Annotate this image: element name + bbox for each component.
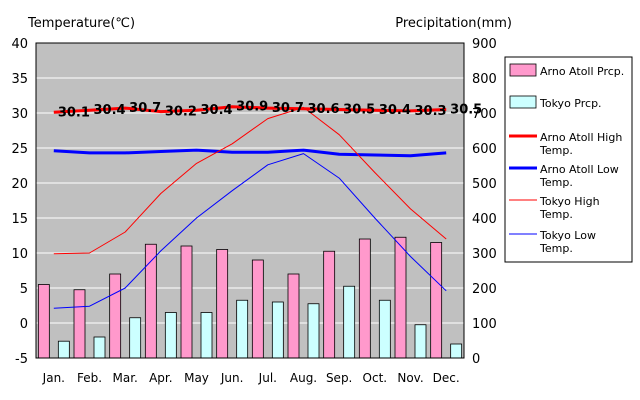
data-label: 30.5 — [450, 103, 482, 118]
data-label: 30.4 — [379, 103, 411, 118]
right-axis-title: Precipitation(mm) — [395, 16, 512, 31]
right-tick-label: 600 — [472, 142, 497, 157]
line-series — [53, 105, 447, 309]
data-label: 30.4 — [94, 103, 126, 118]
bar — [287, 273, 300, 359]
left-tick-label: 20 — [11, 177, 28, 192]
series-line — [53, 106, 447, 255]
legend-label: Temp. — [539, 208, 573, 221]
bar — [343, 285, 356, 359]
data-label: 30.4 — [201, 103, 233, 118]
bar — [358, 238, 371, 359]
right-tick-label: 200 — [472, 282, 497, 297]
right-tick-label: 700 — [472, 107, 497, 122]
data-label: 30.3 — [415, 104, 447, 119]
bar — [200, 312, 213, 359]
legend-label: Tokyo High — [539, 195, 600, 208]
bar — [414, 324, 427, 359]
data-label: 30.6 — [308, 102, 340, 117]
data-label: 30.9 — [236, 100, 268, 115]
x-tick-label: Jun. — [220, 371, 244, 385]
bar — [236, 299, 249, 359]
right-tick-label: 500 — [472, 177, 497, 192]
left-tick-label: 40 — [11, 37, 28, 52]
data-label: 30.5 — [343, 103, 375, 118]
bar — [378, 299, 391, 359]
left-tick-label: 35 — [11, 72, 28, 87]
series-line — [53, 105, 447, 114]
x-tick-label: Jan. — [42, 371, 65, 385]
bar — [450, 343, 463, 359]
bar — [307, 303, 320, 359]
bar — [180, 245, 193, 359]
bar — [430, 242, 443, 359]
right-tick-label: 800 — [472, 72, 497, 87]
bar — [323, 250, 336, 359]
x-tick-label: May — [184, 371, 209, 385]
left-tick-label: 10 — [11, 247, 28, 262]
legend-box — [504, 56, 633, 263]
legend-label: Arno Atoll Prcp. — [540, 65, 624, 78]
legend-label: Temp. — [539, 144, 573, 157]
legend-label: Arno Atoll High — [540, 131, 622, 144]
x-tick-label: Aug. — [290, 371, 317, 385]
bar — [93, 336, 106, 359]
bar — [271, 301, 284, 359]
data-labels: 30.1 30.4 30.7 30.2 30.4 30.9 30.7 30.6 30.5 30.4… — [58, 100, 482, 121]
x-tick-label: Nov. — [397, 371, 423, 385]
x-tick-label: Sep. — [326, 371, 352, 385]
left-tick-label: 5 — [20, 282, 28, 297]
legend-label: Temp. — [539, 242, 573, 255]
data-label: 30.7 — [129, 101, 161, 116]
legend-label: Arno Atoll Low — [540, 163, 619, 176]
plot-area — [36, 43, 464, 358]
legend-label: Tokyo Prcp. — [539, 97, 602, 110]
left-tick-label: 15 — [11, 212, 28, 227]
right-tick-label: 900 — [472, 37, 497, 52]
right-tick-label: 300 — [472, 247, 497, 262]
series-line — [53, 148, 447, 158]
data-label: 30.1 — [58, 105, 90, 120]
right-tick-label: 0 — [472, 352, 480, 367]
x-tick-label: Mar. — [112, 371, 137, 385]
left-tick-label: 25 — [11, 142, 28, 157]
bar — [57, 340, 70, 359]
bar — [216, 249, 229, 359]
grid-lines — [36, 77, 464, 324]
left-axis-title: Temperature(℃) — [27, 16, 135, 31]
left-tick-label: -5 — [15, 352, 28, 367]
bar — [129, 317, 142, 359]
left-tick-label: 0 — [20, 317, 28, 332]
bar — [394, 236, 407, 359]
plot-border — [35, 42, 465, 359]
legend-swatch — [509, 95, 537, 109]
right-tick-label: 400 — [472, 212, 497, 227]
legend: Arno Atoll Prcp. Tokyo Prcp. Arno Atoll Hi… — [509, 63, 624, 255]
legend-label: Tokyo Low — [539, 229, 596, 242]
x-tick-label: Oct. — [363, 371, 388, 385]
x-tick-label: Feb. — [77, 371, 102, 385]
bar — [164, 312, 177, 359]
right-tick-label: 100 — [472, 317, 497, 332]
bar — [73, 289, 86, 359]
bar — [251, 259, 264, 359]
bar — [109, 273, 122, 359]
data-label: 30.2 — [165, 105, 197, 120]
x-tick-label: Apr. — [149, 371, 172, 385]
left-tick-label: 30 — [11, 107, 28, 122]
x-tick-label: Jul. — [258, 371, 277, 385]
legend-label: Temp. — [539, 176, 573, 189]
series-line — [53, 153, 447, 309]
legend-swatch — [509, 63, 537, 77]
data-label: 30.7 — [272, 101, 304, 116]
axis-ticks: -505101520253035400100200300400500600700… — [11, 37, 496, 385]
bar — [37, 284, 50, 359]
x-tick-label: Dec. — [433, 371, 460, 385]
